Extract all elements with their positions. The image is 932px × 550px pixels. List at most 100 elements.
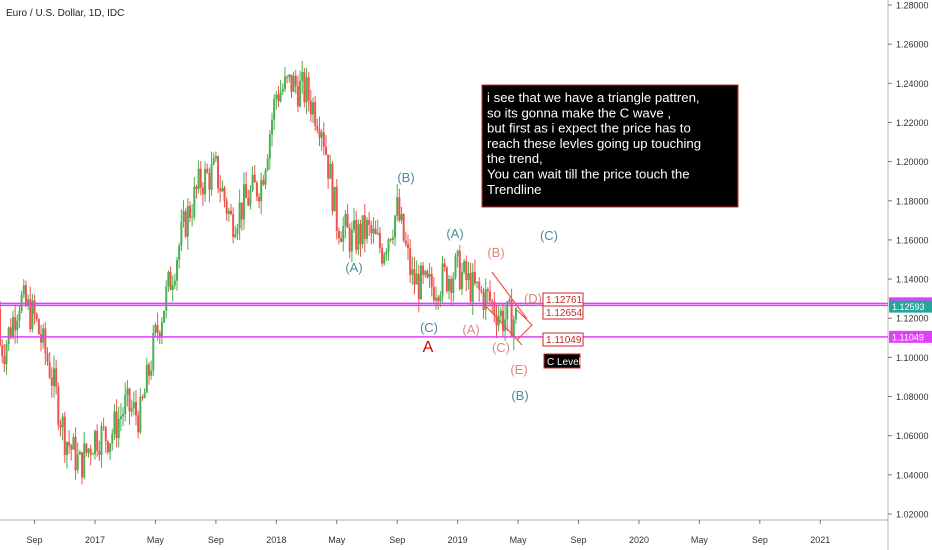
candle-body [42,328,45,343]
candle-body [150,370,153,376]
candle-body [359,224,362,245]
candle-body [210,164,213,190]
candle-body [281,89,284,92]
candle-body [115,411,118,438]
wave-label: (B) [487,245,504,260]
x-tick-label: Sep [752,535,768,545]
candle-body [165,286,168,311]
x-tick-label: Sep [208,535,224,545]
candle-body [508,299,511,302]
candle-body [94,430,96,455]
x-tick-label: May [147,535,165,545]
candle-body [385,251,388,255]
analysis-note-line: so its gonna make the C wave , [487,105,671,120]
candle-body [70,445,73,450]
candle-body [109,443,112,453]
candle-body [191,216,194,218]
candle-body [426,271,429,278]
level-value-box [542,305,584,320]
analysis-note-line: i see that we have a triangle pattren, [487,90,700,105]
candle-body [309,100,312,115]
candle-body [167,271,170,287]
candle-body [147,364,150,376]
candle-body [428,273,431,278]
candle-body [33,300,36,315]
candle-body [240,202,243,220]
wave-label: (C) [540,228,558,243]
candle-body [217,156,220,189]
candle-body [439,295,442,302]
candle-body [432,287,435,301]
candle-body [288,74,291,78]
candle-body [381,248,384,264]
candle-body [40,334,43,343]
y-tick-label: 1.22000 [896,118,929,128]
candle-body [469,272,472,302]
wave-label: (A) [446,226,463,241]
candle-body [402,214,405,241]
wave-label: (B) [397,170,414,185]
wave-label: (A) [462,322,479,337]
y-tick-label: 1.08000 [896,392,929,402]
candle-body [214,156,217,159]
candle-body [411,269,414,275]
analysis-note-box[interactable] [481,84,739,208]
candle-body [305,77,308,103]
candle-body [491,301,494,303]
x-tick-label: 2021 [810,535,830,545]
candle-body [258,196,261,202]
candle-body [199,168,202,188]
current-price-tag [889,300,932,313]
candle-body [68,442,71,446]
candle-body [506,301,509,320]
candle-body [188,205,191,218]
candle-body [275,94,278,99]
candle-body [413,269,416,285]
candle-body [372,228,375,234]
candle-body [374,228,377,235]
candle-body [260,179,263,202]
candle-body [363,215,366,239]
x-tick-label: 2019 [448,535,468,545]
x-tick-label: 2017 [85,535,105,545]
candle-body [510,299,513,338]
candle-body [52,368,55,386]
candle-body [204,168,207,195]
candle-body [406,244,409,249]
candle-body [18,310,21,321]
candle-body [3,356,6,365]
candle-body [253,174,256,183]
candle-body [443,263,446,268]
candle-body [184,211,187,237]
candle-body [445,267,448,292]
lower-trendline[interactable] [483,303,523,346]
candle-body [290,74,293,92]
candle-body [234,234,237,238]
candle-body [458,250,461,289]
candle-body [238,202,241,229]
candle-body [163,310,166,323]
candle-body [396,197,399,216]
c-level-box[interactable] [543,353,581,369]
candle-body [152,333,155,371]
candle-body [158,332,161,338]
candle-body [24,285,27,306]
y-tick-label: 1.16000 [896,235,929,245]
analysis-note-line: You can wait till the price touch the [487,167,690,182]
candle-body [225,200,228,214]
candle-body [65,442,68,455]
candle-body [283,76,286,90]
wave-label: (A) [345,260,362,275]
candle-body [180,221,183,246]
candle-body [422,265,425,275]
candle-body [186,205,189,237]
candle-body [277,94,280,102]
candle-body [495,315,498,326]
level-price-tag-text: 1.11049 [892,332,924,342]
candle-body [357,224,360,250]
y-tick-label: 1.04000 [896,470,929,480]
upper-trendline[interactable] [491,271,528,320]
candle-body [59,424,62,428]
candle-body [348,227,351,252]
